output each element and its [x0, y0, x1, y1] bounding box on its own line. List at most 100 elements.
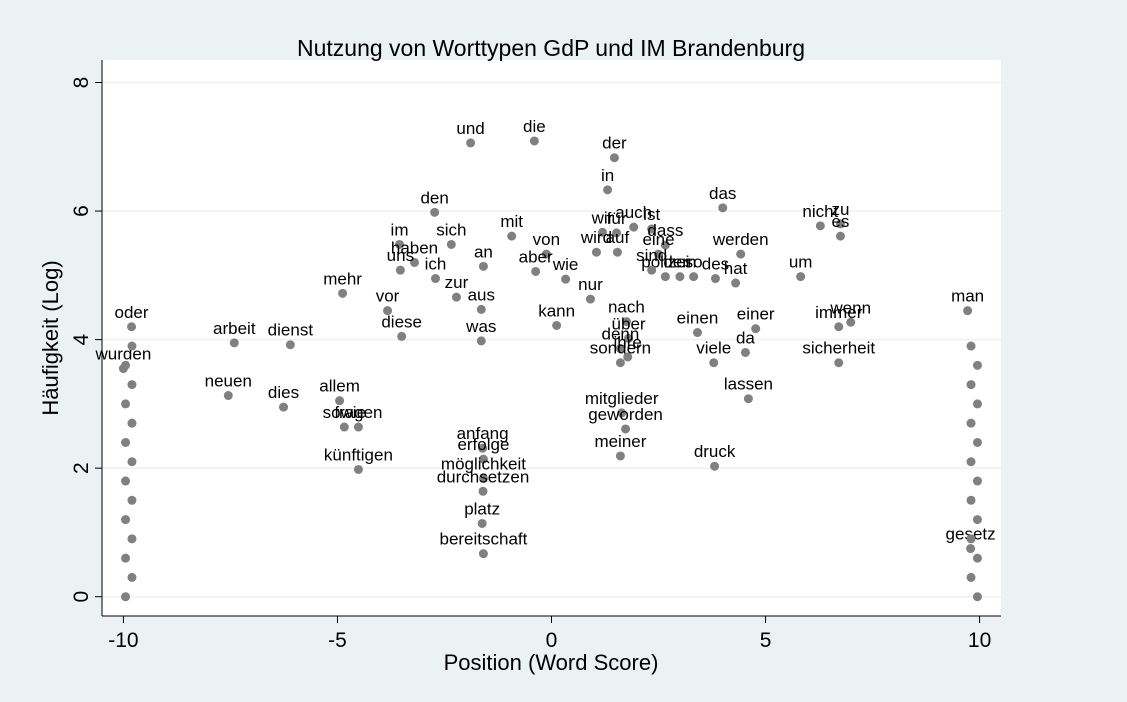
y-tick-label: 4 — [70, 333, 93, 345]
point-label: mehr — [323, 269, 362, 288]
point — [353, 422, 363, 432]
point-label: von — [533, 230, 560, 249]
point — [972, 360, 982, 370]
point-label: meiner — [594, 432, 646, 451]
point — [972, 399, 982, 409]
x-tick-label: 5 — [760, 629, 772, 652]
point-label: aber — [519, 247, 553, 266]
point — [710, 274, 720, 284]
x-axis-title: Position (Word Score) — [444, 650, 659, 675]
point — [279, 402, 289, 412]
y-tick-label: 8 — [70, 77, 93, 89]
point-label: auch — [615, 203, 652, 222]
point-label: in — [601, 166, 614, 185]
y-tick-label: 6 — [70, 205, 93, 217]
point — [478, 549, 488, 559]
point — [743, 394, 753, 404]
point-label: aus — [468, 285, 495, 304]
point-label: des — [702, 255, 729, 274]
point-label: neuen — [205, 372, 252, 391]
point-label: anfang — [457, 424, 509, 443]
point — [285, 340, 295, 350]
point — [335, 396, 345, 406]
point-label: nach — [608, 298, 645, 317]
point-label: geworden — [588, 405, 663, 424]
point — [617, 408, 627, 418]
point — [966, 418, 976, 428]
point — [660, 240, 670, 250]
point — [395, 265, 405, 275]
point — [623, 352, 633, 362]
point-label: zu — [831, 200, 849, 219]
point — [541, 249, 551, 259]
point-label: einer — [737, 305, 775, 324]
point-label: druck — [694, 442, 736, 461]
point-label: einen — [677, 309, 719, 328]
point — [507, 231, 517, 241]
point — [121, 437, 131, 447]
point — [689, 272, 699, 282]
point — [127, 380, 137, 390]
point — [835, 231, 845, 241]
point-label: bereitschaft — [439, 530, 527, 549]
point — [591, 247, 601, 257]
point — [624, 333, 634, 343]
point — [660, 272, 670, 282]
point — [846, 317, 856, 327]
point — [966, 380, 976, 390]
point — [612, 247, 622, 257]
point-label: wenn — [829, 298, 871, 317]
point — [121, 360, 131, 370]
point — [478, 261, 488, 271]
point — [615, 451, 625, 461]
point — [966, 341, 976, 351]
point — [223, 391, 233, 401]
point — [966, 534, 976, 544]
point — [709, 358, 719, 368]
point-label: gesetz — [946, 525, 996, 544]
point — [446, 239, 456, 249]
point — [615, 358, 625, 368]
point-label: künftigen — [324, 445, 393, 464]
point-label: ihre — [614, 333, 642, 352]
point — [612, 228, 622, 238]
point-label: vor — [376, 287, 400, 306]
point — [603, 185, 613, 195]
point-label: eine — [642, 230, 674, 249]
point — [478, 486, 488, 496]
point — [121, 476, 131, 486]
point-label: was — [465, 317, 496, 336]
point-label: zur — [445, 273, 469, 292]
point — [529, 136, 539, 146]
point — [972, 592, 982, 602]
point — [561, 274, 571, 284]
point — [740, 347, 750, 357]
point — [834, 358, 844, 368]
point-label: denn — [602, 325, 640, 344]
point — [966, 544, 976, 554]
point — [478, 443, 488, 453]
point-label: sicherheit — [802, 339, 875, 358]
point — [972, 553, 982, 563]
point — [121, 553, 131, 563]
point — [383, 306, 393, 316]
point-label: mitglieder — [585, 389, 659, 408]
point-label: mit — [500, 212, 523, 231]
point — [121, 515, 131, 525]
point — [731, 278, 741, 288]
point — [647, 224, 657, 234]
point-label: man — [951, 287, 984, 306]
point-label: immer — [815, 303, 863, 322]
point — [796, 272, 806, 282]
point-label: sondern — [590, 339, 651, 358]
point — [972, 476, 982, 486]
point — [629, 222, 639, 232]
point-label: durchsetzen — [437, 467, 530, 486]
point — [127, 457, 137, 467]
point — [338, 288, 348, 298]
point — [835, 219, 845, 229]
point-label: im — [391, 220, 409, 239]
y-axis-title: Häufigkeit (Log) — [38, 260, 63, 415]
point — [430, 274, 440, 284]
